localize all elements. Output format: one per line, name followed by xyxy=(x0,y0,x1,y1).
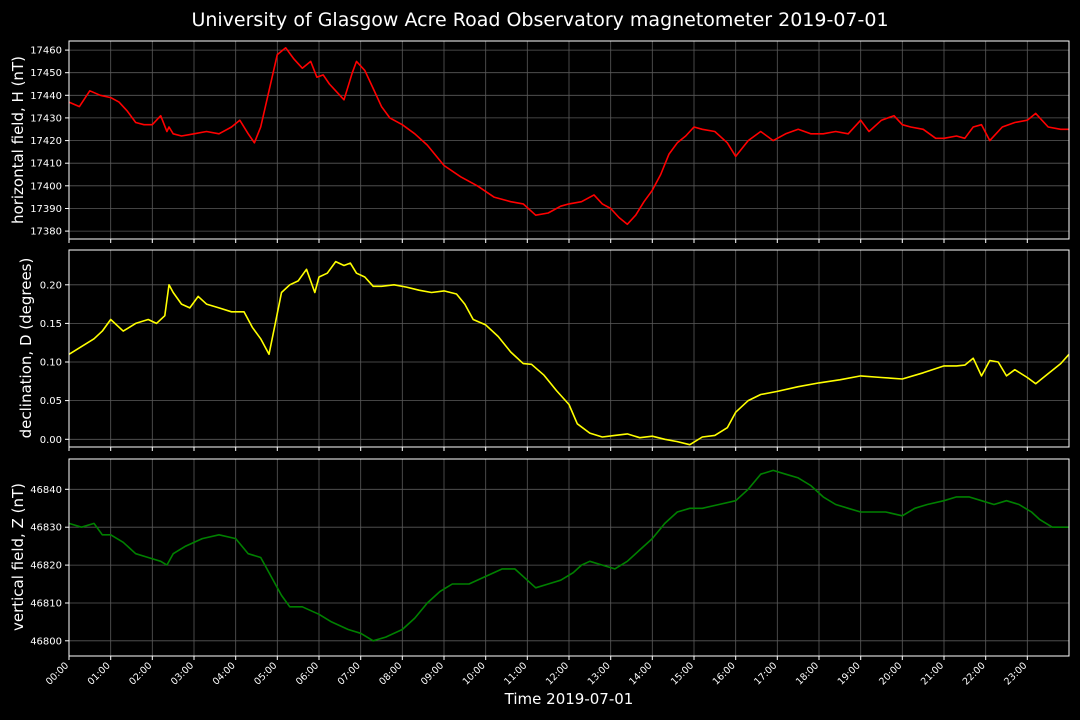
x-tick-label: 19:00 xyxy=(836,660,863,687)
y-tick-label: 17450 xyxy=(30,68,62,79)
x-tick-label: 12:00 xyxy=(544,660,571,687)
x-tick-label: 03:00 xyxy=(169,660,196,687)
axes-frame xyxy=(68,40,1070,240)
axes-frame xyxy=(68,249,1070,448)
series-line xyxy=(68,46,1069,226)
x-tick-label: 09:00 xyxy=(419,660,446,687)
x-tick-label: 14:00 xyxy=(627,660,654,687)
x-tick-label: 07:00 xyxy=(336,660,363,687)
y-tick-label: 17390 xyxy=(30,204,62,215)
x-tick-label: 18:00 xyxy=(794,660,821,687)
x-tick-label: 11:00 xyxy=(502,660,529,687)
y-tick-label: 46830 xyxy=(30,523,62,534)
y-tick-label: 17430 xyxy=(30,113,62,124)
x-tick-label: 04:00 xyxy=(211,660,238,687)
x-tick-label: 21:00 xyxy=(919,660,946,687)
x-tick-label: 13:00 xyxy=(586,660,613,687)
d-axis-label: declination, D (degrees) xyxy=(17,257,35,439)
x-tick-label: 00:00 xyxy=(44,660,71,687)
x-tick-label: 16:00 xyxy=(711,660,738,687)
y-tick-label: 17420 xyxy=(30,136,62,147)
y-tick-label: 0.15 xyxy=(40,319,62,330)
z-axis-label: vertical field, Z (nT) xyxy=(9,483,27,632)
y-tick-label: 46800 xyxy=(30,636,62,647)
x-tick-label: 17:00 xyxy=(752,660,779,687)
series-line xyxy=(68,260,1070,446)
x-tick-label: 15:00 xyxy=(669,660,696,687)
x-tick-label: 10:00 xyxy=(461,660,488,687)
y-tick-label: 0.00 xyxy=(40,435,62,446)
x-tick-label: 08:00 xyxy=(377,660,404,687)
x-tick-label: 22:00 xyxy=(961,660,988,687)
x-axis-label: Time 2019-07-01 xyxy=(504,690,634,708)
x-tick-label: 23:00 xyxy=(1002,660,1029,687)
y-tick-label: 17380 xyxy=(30,227,62,238)
y-tick-label: 0.10 xyxy=(40,358,62,369)
x-tick-label: 06:00 xyxy=(294,660,321,687)
chart-title: University of Glasgow Acre Road Observat… xyxy=(191,9,889,31)
y-tick-label: 46820 xyxy=(30,561,62,572)
x-tick-label: 02:00 xyxy=(127,660,154,687)
y-tick-label: 17400 xyxy=(30,181,62,192)
y-tick-label: 17460 xyxy=(30,46,62,57)
y-tick-label: 17440 xyxy=(30,91,62,102)
x-tick-label: 05:00 xyxy=(252,660,279,687)
y-tick-label: 0.05 xyxy=(40,396,62,407)
series-line xyxy=(68,469,1069,642)
y-tick-label: 46840 xyxy=(30,485,62,496)
y-tick-label: 0.20 xyxy=(40,280,62,291)
y-tick-label: 46810 xyxy=(30,599,62,610)
y-tick-label: 17410 xyxy=(30,159,62,170)
x-tick-label: 20:00 xyxy=(877,660,904,687)
axes-frame xyxy=(68,458,1070,657)
h-axis-label: horizontal field, H (nT) xyxy=(9,56,27,224)
x-tick-label: 01:00 xyxy=(86,660,113,687)
